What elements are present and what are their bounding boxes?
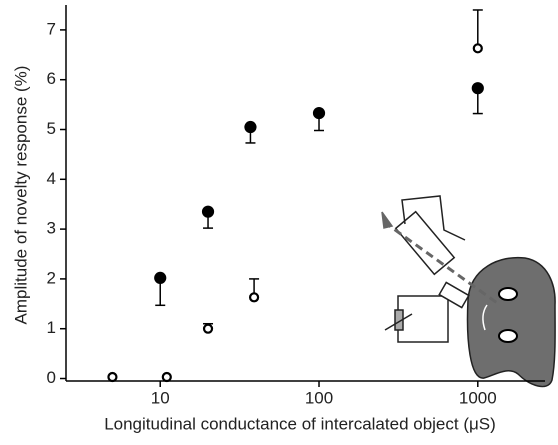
y-tick-label: 0 xyxy=(47,368,56,387)
point xyxy=(201,205,215,218)
fish-eye xyxy=(498,329,518,343)
fish-head xyxy=(466,256,556,388)
point xyxy=(248,292,260,303)
arrow-head xyxy=(381,211,394,229)
tube xyxy=(394,210,456,276)
object-box xyxy=(397,295,449,343)
y-tick-label: 4 xyxy=(47,169,56,188)
x-axis-label: Longitudinal conductance of intercalated… xyxy=(104,414,496,433)
fish-eye xyxy=(498,287,518,301)
point xyxy=(244,120,257,134)
dashed-axis xyxy=(383,220,501,307)
point xyxy=(202,323,214,334)
y-tick-label: 6 xyxy=(47,69,56,88)
tube-outline xyxy=(401,195,466,241)
x-tick-label: 10 xyxy=(151,388,170,407)
point xyxy=(154,271,167,285)
tube xyxy=(438,281,470,309)
y-tick-label: 7 xyxy=(47,19,56,38)
error-bar xyxy=(472,9,483,49)
arrow xyxy=(384,313,413,331)
y-tick-label: 5 xyxy=(47,119,56,138)
point xyxy=(471,82,484,95)
fish-mark xyxy=(482,304,488,331)
point xyxy=(107,371,118,383)
point xyxy=(472,43,483,54)
y-tick-label: 1 xyxy=(47,318,56,337)
x-tick-label: 1000 xyxy=(459,388,497,407)
y-tick-label: 2 xyxy=(47,268,56,287)
point xyxy=(161,371,172,383)
x-tick-label: 100 xyxy=(305,388,333,407)
y-axis-label: Amplitude of novelty response (%) xyxy=(11,66,30,325)
point xyxy=(312,106,326,120)
y-tick-label: 3 xyxy=(47,219,56,238)
inset-diagram xyxy=(381,195,556,388)
